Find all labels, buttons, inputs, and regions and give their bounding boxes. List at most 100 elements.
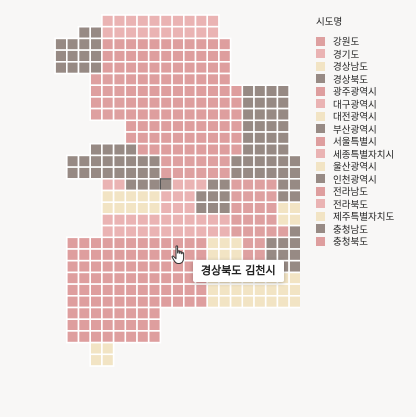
map-tile[interactable] [229, 213, 244, 227]
map-tile[interactable] [89, 236, 103, 250]
map-tile[interactable] [218, 166, 232, 180]
map-tile[interactable] [218, 213, 232, 227]
map-tile[interactable] [159, 107, 173, 122]
map-tile[interactable] [89, 84, 103, 98]
map-tile[interactable] [112, 14, 127, 28]
map-tile[interactable] [229, 131, 244, 145]
map-tile[interactable] [171, 84, 185, 98]
map-tile[interactable] [171, 49, 185, 63]
map-tile[interactable] [253, 131, 267, 145]
map-tile[interactable] [66, 283, 80, 297]
map-tile[interactable] [171, 283, 185, 297]
map-tile[interactable] [183, 283, 197, 297]
map-tile[interactable] [206, 131, 220, 145]
map-tile[interactable] [171, 37, 185, 51]
map-tile[interactable] [171, 271, 185, 285]
map-tile[interactable] [112, 84, 127, 98]
map-tile[interactable] [136, 49, 150, 63]
map-tile[interactable] [276, 213, 290, 227]
map-tile[interactable] [89, 294, 103, 309]
map-tile[interactable] [147, 213, 162, 227]
map-tile[interactable] [159, 60, 173, 75]
map-tile[interactable] [194, 25, 208, 40]
map-tile[interactable] [147, 306, 162, 320]
map-tile[interactable] [171, 178, 185, 192]
map-tile[interactable] [183, 37, 197, 51]
map-tile[interactable] [253, 213, 267, 227]
map-tile[interactable] [253, 294, 267, 309]
map-tile[interactable] [124, 306, 138, 320]
map-tile[interactable] [276, 166, 290, 180]
map-tile[interactable] [101, 14, 115, 28]
map-tile[interactable] [124, 14, 138, 28]
map-tile[interactable] [136, 213, 150, 227]
map-tile[interactable] [89, 96, 103, 110]
map-tile[interactable] [77, 25, 91, 40]
map-tile[interactable] [136, 224, 150, 239]
map-tile[interactable] [194, 84, 208, 98]
map-tile[interactable] [147, 119, 162, 133]
map-tile[interactable] [159, 84, 173, 98]
map-tile[interactable] [147, 142, 162, 157]
map-tile[interactable] [89, 248, 103, 262]
map-tile[interactable] [124, 142, 138, 157]
map-tile[interactable] [89, 318, 103, 332]
map-tile[interactable] [288, 294, 300, 309]
map-tile[interactable] [218, 84, 232, 98]
map-tile[interactable] [112, 318, 127, 332]
map-tile[interactable] [218, 283, 232, 297]
map-tile[interactable] [241, 248, 255, 262]
map-tile[interactable] [183, 189, 197, 203]
map-tile[interactable] [136, 25, 150, 40]
map-tile[interactable] [288, 283, 300, 297]
map-tile[interactable] [147, 178, 162, 192]
map-tile[interactable] [206, 178, 220, 192]
map-tile[interactable] [112, 213, 127, 227]
map-tile[interactable] [206, 283, 220, 297]
map-tile[interactable] [136, 119, 150, 133]
map-tile[interactable] [112, 25, 127, 40]
map-tile[interactable] [77, 248, 91, 262]
map-tile[interactable] [253, 189, 267, 203]
map-tile[interactable] [253, 84, 267, 98]
map-tile[interactable] [147, 248, 162, 262]
map-tile[interactable] [288, 224, 300, 239]
map-tile[interactable] [66, 306, 80, 320]
map-tile[interactable] [147, 14, 162, 28]
map-tile[interactable] [194, 14, 208, 28]
map-tile[interactable] [253, 107, 267, 122]
map-tile[interactable] [194, 131, 208, 145]
map-tile[interactable] [136, 189, 150, 203]
map-tile[interactable] [101, 142, 115, 157]
map-tile[interactable] [276, 131, 290, 145]
map-tile[interactable] [241, 119, 255, 133]
map-tile[interactable] [241, 294, 255, 309]
map-tile[interactable] [183, 154, 197, 168]
map-tile[interactable] [136, 96, 150, 110]
map-tile[interactable] [159, 213, 173, 227]
map-tile[interactable] [124, 166, 138, 180]
map-tile[interactable] [218, 96, 232, 110]
map-tile[interactable] [136, 72, 150, 86]
map-tile[interactable] [264, 96, 279, 110]
map-tile[interactable] [206, 166, 220, 180]
map-tile[interactable] [241, 201, 255, 215]
map-tile[interactable] [147, 236, 162, 250]
map-tile[interactable] [253, 154, 267, 168]
map-tile[interactable] [206, 189, 220, 203]
map-tile[interactable] [124, 72, 138, 86]
map-tile[interactable] [136, 84, 150, 98]
map-tile[interactable] [124, 283, 138, 297]
map-tile[interactable] [136, 178, 150, 192]
map-tile[interactable] [77, 283, 91, 297]
map-tile[interactable] [183, 224, 197, 239]
map-tile[interactable] [288, 236, 300, 250]
map-tile[interactable] [159, 72, 173, 86]
map-tile[interactable] [101, 259, 115, 274]
map-tile[interactable] [101, 224, 115, 239]
map-tile[interactable] [89, 271, 103, 285]
map-tile[interactable] [171, 213, 185, 227]
map-tile[interactable] [136, 294, 150, 309]
map-tile[interactable] [101, 213, 115, 227]
map-tile[interactable] [112, 72, 127, 86]
